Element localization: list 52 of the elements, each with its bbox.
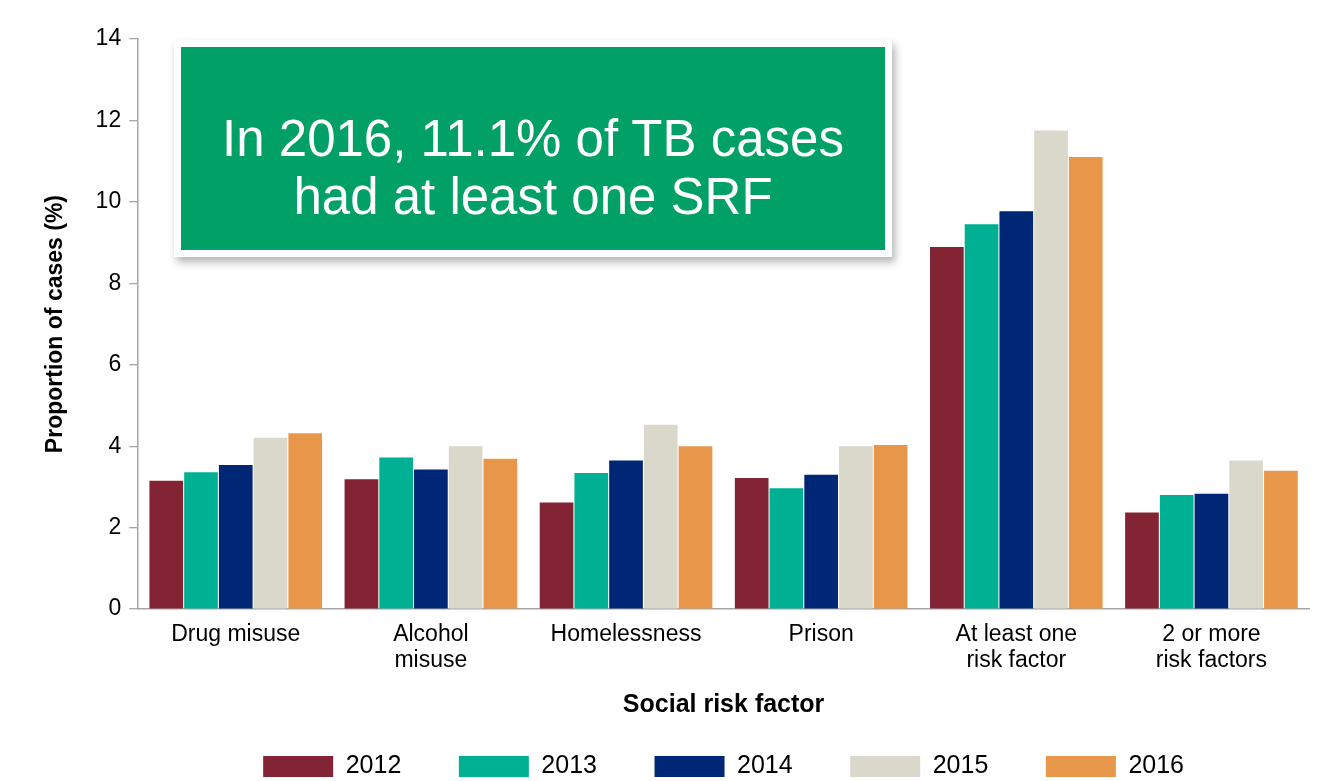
legend-label: 2015 <box>932 750 1044 779</box>
y-tick-label: 4 <box>108 431 122 458</box>
bar <box>609 460 643 609</box>
bar <box>414 469 448 609</box>
bar <box>574 473 609 609</box>
bar <box>873 444 908 609</box>
bar <box>678 446 713 609</box>
bar <box>448 446 483 609</box>
bar <box>344 479 379 609</box>
y-axis-title: Proportion of cases (%) <box>41 194 68 454</box>
bar <box>734 477 769 609</box>
legend-label: 2014 <box>737 750 849 779</box>
y-tick-label: 12 <box>95 105 122 132</box>
x-tick-label: Drug misuse <box>171 619 301 646</box>
bar <box>539 502 574 609</box>
bar <box>218 464 253 609</box>
y-tick-label: 2 <box>108 513 122 539</box>
bar <box>1068 157 1103 609</box>
bar <box>1264 470 1298 609</box>
bar <box>839 446 873 609</box>
legend-label: 2012 <box>345 750 457 779</box>
legend-label: 2016 <box>1128 750 1185 779</box>
bar <box>1125 512 1159 609</box>
y-tick-label: 10 <box>95 187 122 214</box>
bar <box>184 472 218 609</box>
bar <box>999 211 1034 609</box>
bar <box>1159 495 1194 609</box>
bar <box>929 247 964 609</box>
bar <box>288 433 323 609</box>
x-tick-label: Prison <box>788 619 854 646</box>
bar <box>964 224 999 609</box>
x-tick-label: At least one risk factor <box>955 619 1078 673</box>
x-tick-label: Alcohol misuse <box>393 619 469 673</box>
bar <box>643 424 678 609</box>
bar <box>379 457 413 609</box>
y-tick-label: 14 <box>95 24 122 51</box>
x-tick-label: Homelessness <box>550 619 702 646</box>
bar <box>1194 493 1229 609</box>
bar <box>804 474 839 609</box>
bar <box>769 488 804 609</box>
bar <box>1229 460 1264 609</box>
bar <box>149 480 184 609</box>
legend-label: 2013 <box>541 750 653 779</box>
y-tick-label: 6 <box>108 350 122 377</box>
bar <box>1034 130 1068 609</box>
x-axis-title: Social risk factor <box>622 688 825 717</box>
x-tick-label: 2 or more risk factors <box>1155 619 1268 673</box>
annotation: In 2016, 11.1% of TB cases had at least one SRF <box>222 110 844 225</box>
bar <box>253 437 288 609</box>
y-tick-label: 0 <box>108 594 122 621</box>
bar <box>483 458 518 609</box>
y-tick-label: 8 <box>108 268 122 295</box>
